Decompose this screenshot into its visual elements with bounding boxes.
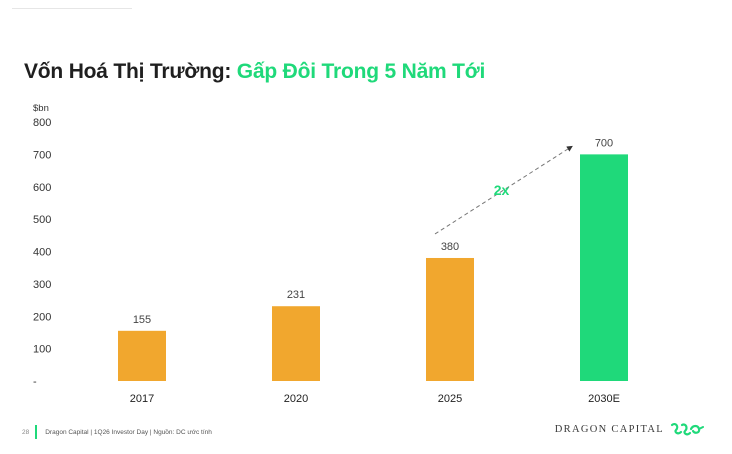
- data-label-2017: 155: [133, 314, 151, 326]
- y-tick-label: 100: [33, 344, 51, 356]
- page-number: 28: [22, 428, 30, 436]
- data-label-2030E: 700: [595, 137, 613, 149]
- x-tick-label-2030E: 2030E: [588, 393, 620, 405]
- y-tick-label: 300: [33, 279, 51, 291]
- brand-logo: DRAGON CAPITAL: [555, 421, 704, 437]
- title-main: Vốn Hoá Thị Trường:: [24, 60, 237, 83]
- top-divider: [12, 0, 132, 9]
- x-tick-label-2020: 2020: [284, 393, 308, 405]
- y-tick-label: 700: [33, 149, 51, 161]
- page-title: Vốn Hoá Thị Trường: Gấp Đôi Trong 5 Năm …: [24, 60, 485, 84]
- y-tick-label: 200: [33, 311, 51, 323]
- y-tick-label: 500: [33, 214, 51, 226]
- x-tick-label-2017: 2017: [130, 393, 154, 405]
- y-tick-label: 400: [33, 247, 51, 259]
- footer-accent-bar: [35, 425, 38, 439]
- bar-2020: [272, 306, 320, 381]
- y-tick-label: 800: [33, 117, 51, 129]
- growth-arrow: [434, 145, 573, 235]
- y-axis-label: $bn: [33, 103, 49, 114]
- growth-annotation-label: 2x: [494, 182, 510, 198]
- bar-2030E: [580, 154, 628, 381]
- brand-name: DRAGON CAPITAL: [554, 423, 664, 435]
- data-label-2020: 231: [287, 289, 305, 301]
- footer-source-text: Dragon Capital | 1Q26 Investor Day | Ngu…: [45, 428, 212, 436]
- y-tick-label: 600: [33, 182, 51, 194]
- x-tick-label-2025: 2025: [438, 393, 462, 405]
- bar-2017: [118, 330, 166, 381]
- footer: 28 Dragon Capital | 1Q26 Investor Day | …: [22, 424, 212, 440]
- dragon-icon: [670, 422, 704, 436]
- data-label-2025: 380: [441, 241, 459, 253]
- bar-2025: [426, 257, 474, 381]
- title-highlight: Gấp Đôi Trong 5 Năm Tới: [236, 60, 486, 83]
- y-tick-label: -: [33, 376, 37, 388]
